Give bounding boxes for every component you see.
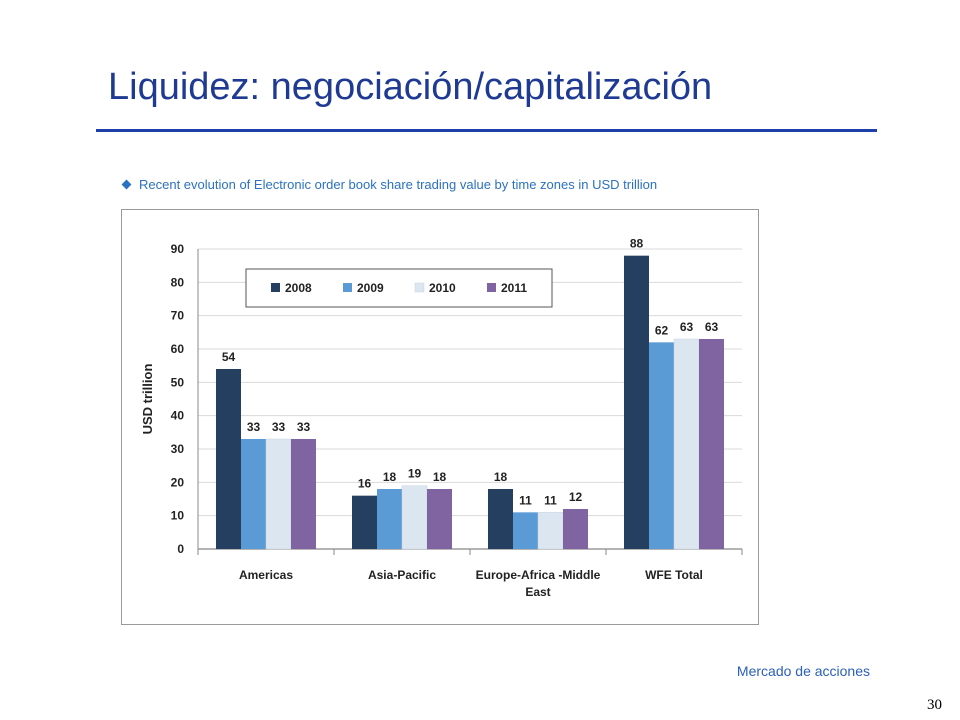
chart-title: Recent evolution of Electronic order boo…	[139, 177, 658, 192]
data-label: 11	[544, 493, 557, 507]
legend-label: 2011	[501, 281, 527, 295]
bar	[291, 439, 316, 549]
data-label: 88	[630, 237, 644, 251]
data-label: 54	[222, 350, 236, 364]
category-label: Americas	[239, 568, 293, 582]
chart-caption: Recent evolution of Electronic order boo…	[121, 177, 657, 192]
y-tick-label: 70	[171, 309, 185, 323]
bar	[624, 255, 649, 549]
bar	[401, 485, 428, 550]
data-label: 18	[383, 470, 397, 484]
y-tick-label: 30	[171, 442, 185, 456]
category-label: East	[525, 585, 550, 599]
y-tick-label: 60	[171, 342, 185, 356]
data-label: 33	[272, 420, 286, 434]
data-label: 33	[247, 420, 261, 434]
y-tick-label: 20	[171, 475, 185, 489]
bar	[513, 512, 538, 549]
legend-label: 2009	[357, 281, 384, 295]
data-label: 62	[655, 323, 669, 337]
legend-swatch	[343, 283, 352, 292]
bar	[649, 342, 674, 549]
bar	[241, 439, 266, 549]
title-divider	[96, 129, 877, 132]
bar	[563, 509, 588, 549]
bar	[537, 512, 564, 550]
category-label: Asia-Pacific	[368, 568, 436, 582]
bar	[377, 489, 402, 549]
y-tick-label: 10	[171, 509, 185, 523]
data-label: 11	[519, 493, 532, 507]
legend-swatch	[414, 282, 425, 293]
y-tick-label: 0	[177, 542, 184, 556]
data-label: 63	[705, 320, 719, 334]
slide-title: Liquidez: negociación/capitalización	[108, 66, 713, 108]
legend-label: 2010	[429, 281, 456, 295]
legend-label: 2008	[285, 281, 312, 295]
data-label: 12	[569, 490, 583, 504]
category-label: Europe-Africa -Middle	[476, 568, 601, 582]
legend-box	[245, 268, 553, 308]
bar	[673, 338, 700, 550]
bar	[488, 489, 513, 549]
diamond-bullet-icon	[121, 179, 132, 190]
data-label: 16	[358, 477, 372, 491]
data-label: 63	[680, 320, 694, 334]
y-axis-title: USD trillion	[140, 364, 155, 435]
data-label: 19	[408, 467, 422, 481]
legend-swatch	[487, 283, 496, 292]
bar-chart: 0 10 20 30 40 50 60 70 80 90 USD trillion 54 33 33 33 A…	[140, 237, 743, 599]
category-label: WFE Total	[645, 568, 703, 582]
footer-label: Mercado de acciones	[736, 663, 870, 679]
y-tick-label: 50	[171, 375, 185, 389]
legend-swatch	[271, 283, 280, 292]
chart-frame: 0 10 20 30 40 50 60 70 80 90 USD trillion 54 33 33 33 A…	[121, 209, 759, 625]
data-label: 33	[297, 420, 311, 434]
bar	[265, 438, 292, 550]
y-tick-label: 40	[171, 409, 185, 423]
y-tick-label: 90	[171, 242, 185, 256]
data-label: 18	[433, 470, 447, 484]
bar	[216, 369, 241, 549]
data-label: 18	[494, 470, 508, 484]
bar	[699, 339, 724, 549]
page-number: 30	[927, 697, 942, 713]
y-tick-label: 80	[171, 275, 185, 289]
bar	[352, 495, 377, 549]
bar	[427, 489, 452, 549]
